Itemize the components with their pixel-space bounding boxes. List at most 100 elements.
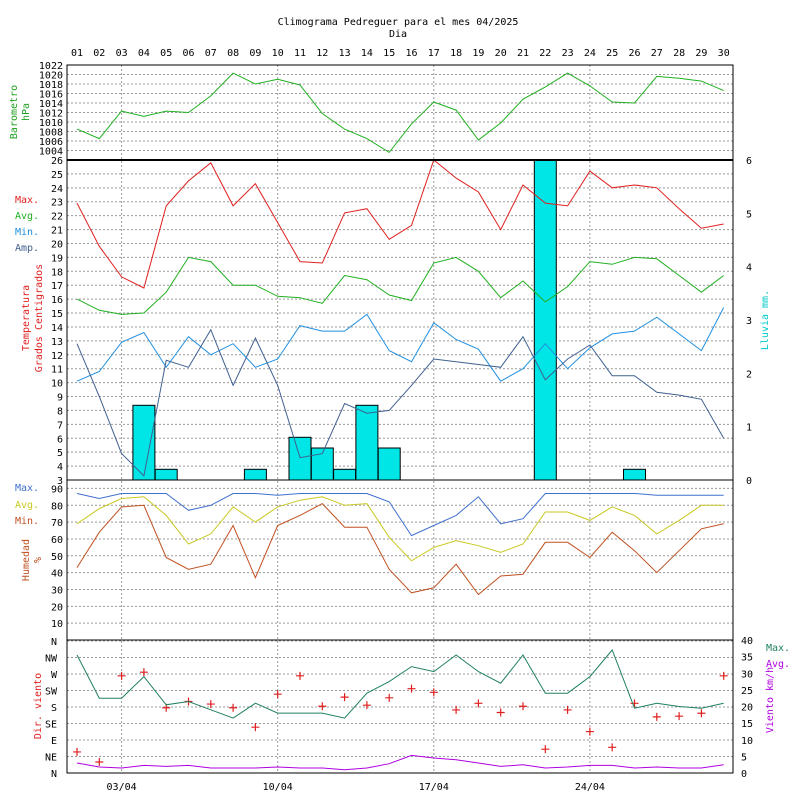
temperature-tick-label: 12 xyxy=(51,351,63,362)
wind-direction-point xyxy=(452,705,461,714)
temperature-tick-label: 21 xyxy=(51,226,63,237)
rain-tick-label: 0 xyxy=(746,476,752,487)
temperature-tick-label: 5 xyxy=(57,448,63,459)
humidity-legend-max: Max. xyxy=(15,483,39,494)
barometer-tick-label: 1012 xyxy=(39,109,63,120)
wind-direction-tick-label: SW xyxy=(45,687,58,698)
wind-direction-tick-label: S xyxy=(51,703,57,714)
wind-direction-point xyxy=(675,712,684,721)
wind-speed-tick-label: 20 xyxy=(741,703,753,714)
wind-direction-tick-label: N xyxy=(51,769,57,780)
temperature-tick-label: 7 xyxy=(57,420,63,431)
barometer-tick-label: 1022 xyxy=(39,61,63,72)
barometer-tick-label: 1004 xyxy=(39,147,63,158)
rain-bar xyxy=(243,468,267,481)
wind-speed-tick-label: 35 xyxy=(741,653,753,664)
wind-direction-point xyxy=(563,705,572,714)
rain-bar xyxy=(154,468,178,481)
temperature-tick-label: 6 xyxy=(57,434,63,445)
barometer-tick-label: 1008 xyxy=(39,128,63,139)
wind-direction-point xyxy=(697,709,706,718)
humidity-axis-unit: % xyxy=(33,557,44,563)
week-label: 03/04 xyxy=(107,782,137,793)
rain-tick-label: 5 xyxy=(746,209,752,220)
temperature-tick-label: 10 xyxy=(51,379,63,390)
wind-direction-point xyxy=(385,693,394,702)
temperature-axis-unit: Grados Centigrados xyxy=(34,264,45,372)
temperature-tick-label: 19 xyxy=(51,253,63,264)
temperature-tick-label: 9 xyxy=(57,393,63,404)
humidity-tick-label: 30 xyxy=(51,585,63,596)
day-label: 03 xyxy=(116,48,128,59)
day-label: 24 xyxy=(584,48,596,59)
day-label: 26 xyxy=(628,48,640,59)
temperature-tick-label: 17 xyxy=(51,281,63,292)
temperature-legend-avg: Avg. xyxy=(15,211,39,222)
rain-bar xyxy=(333,468,357,481)
humidity-tick-label: 80 xyxy=(51,501,63,512)
wind-direction-point xyxy=(73,747,81,756)
chart-title: Climograma Pedreguer para el mes 04/2025 xyxy=(278,17,519,28)
wind-speed-avg-line xyxy=(76,754,724,771)
wind-direction-point xyxy=(318,702,327,711)
wind-direction-point xyxy=(719,671,728,680)
day-label: 06 xyxy=(182,48,194,59)
rain-tick-label: 2 xyxy=(746,369,752,380)
wind-direction-point xyxy=(496,708,505,717)
wind-direction-point xyxy=(585,727,594,736)
temperature-tick-label: 15 xyxy=(51,309,63,320)
rain-tick-label: 6 xyxy=(746,156,752,167)
wind-direction-tick-label: SE xyxy=(45,720,57,731)
panel-frame-wind xyxy=(66,639,734,774)
temperature-tick-label: 25 xyxy=(51,170,63,181)
wind-direction-point xyxy=(429,688,438,697)
temperature-tick-label: 8 xyxy=(57,406,63,417)
day-label: 05 xyxy=(160,48,172,59)
temperature-tick-label: 14 xyxy=(51,323,63,334)
day-label: 29 xyxy=(695,48,707,59)
wind-direction-point xyxy=(117,671,126,680)
temperature-max-line xyxy=(76,159,724,289)
day-label: 16 xyxy=(405,48,417,59)
day-label: 14 xyxy=(361,48,373,59)
wind-direction-point xyxy=(630,699,639,708)
barometer-line xyxy=(76,72,724,154)
humidity-tick-label: 60 xyxy=(51,535,63,546)
wind-direction-tick-label: N xyxy=(51,637,57,648)
rain-bar xyxy=(377,447,401,481)
wind-direction-tick-label: NE xyxy=(45,753,57,764)
barometer-tick-label: 1014 xyxy=(39,99,63,110)
humidity-min-line xyxy=(76,502,724,596)
day-label: 15 xyxy=(383,48,395,59)
humidity-tick-label: 70 xyxy=(51,518,63,529)
wind-speed-legend-avg: Avg. xyxy=(766,659,790,670)
wind-direction-tick-label: NW xyxy=(45,654,58,665)
temperature-axis-title: Temperatura xyxy=(21,285,32,351)
temperature-tick-label: 20 xyxy=(51,239,63,250)
temperature-min-line xyxy=(76,307,725,382)
wind-direction-point xyxy=(229,703,238,712)
wind-direction-point xyxy=(362,701,371,710)
barometer-tick-label: 1010 xyxy=(39,118,63,129)
day-label: 04 xyxy=(138,48,150,59)
day-label: 11 xyxy=(294,48,306,59)
rain-bar xyxy=(355,404,379,481)
wind-direction-point xyxy=(541,745,550,754)
day-label: 19 xyxy=(472,48,484,59)
day-label: 22 xyxy=(539,48,551,59)
barometer-axis-unit: hPa xyxy=(21,103,32,121)
wind-direction-point xyxy=(474,699,483,708)
temperature-tick-label: 26 xyxy=(51,156,63,167)
humidity-legend-avg: Avg. xyxy=(15,500,39,511)
week-label: 24/04 xyxy=(575,782,605,793)
day-label: 27 xyxy=(651,48,663,59)
wind-direction-point xyxy=(273,690,282,699)
wind-direction-point xyxy=(251,723,260,732)
day-label: 07 xyxy=(205,48,217,59)
day-label: 25 xyxy=(606,48,618,59)
wind-speed-max-line xyxy=(76,649,724,719)
humidity-legend-min: Min. xyxy=(15,516,39,527)
rain-bar xyxy=(533,159,557,481)
